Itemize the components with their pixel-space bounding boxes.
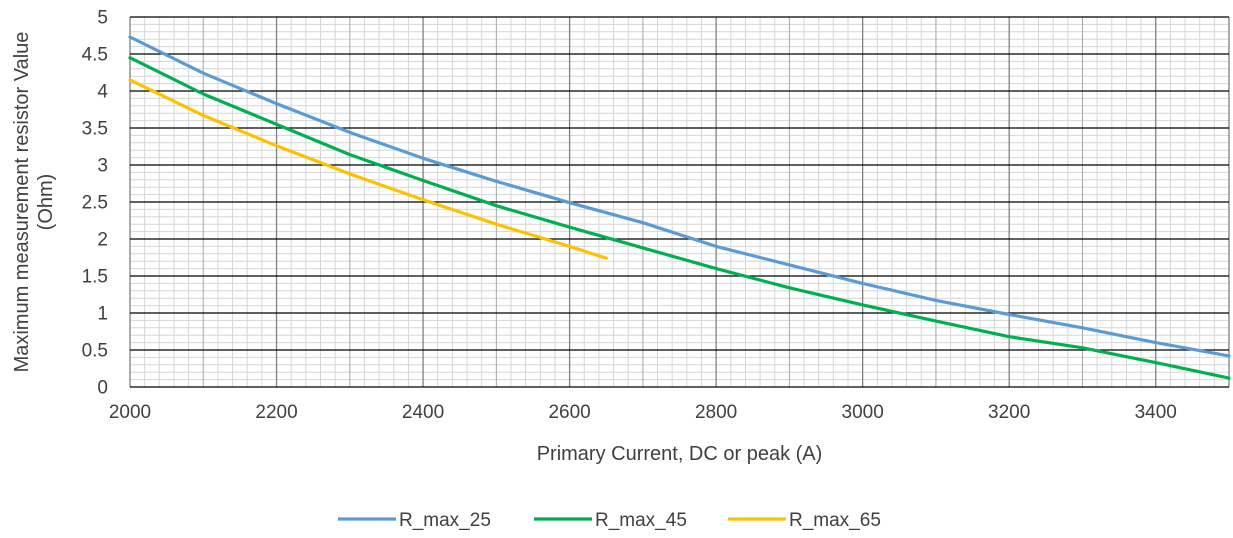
y-tick-label: 1.5 — [82, 267, 108, 288]
y-axis-tick-labels: 0 0.5 1 1.5 2 2.5 3 3.5 4 4.5 5 — [82, 8, 109, 399]
y-axis-title-line-1: Maximum measurement resistor Value — [11, 32, 33, 373]
y-tick-label: 4 — [97, 82, 108, 103]
x-tick-label: 2800 — [695, 402, 737, 423]
x-tick-label: 3400 — [1135, 402, 1177, 423]
x-tick-label: 2000 — [109, 402, 151, 423]
legend-item: R_max_25 — [338, 510, 491, 531]
x-tick-label: 2600 — [548, 402, 590, 423]
legend-item: R_max_45 — [534, 510, 687, 531]
legend-label: R_max_25 — [399, 510, 491, 531]
y-tick-label: 3.5 — [82, 119, 108, 140]
y-tick-label: 0.5 — [82, 341, 108, 362]
legend-label: R_max_45 — [595, 510, 687, 531]
x-tick-label: 3000 — [842, 402, 884, 423]
x-tick-label: 2200 — [255, 402, 297, 423]
legend-label: R_max_65 — [789, 510, 881, 531]
y-tick-label: 2 — [97, 230, 108, 251]
legend-item: R_max_65 — [728, 510, 881, 531]
x-tick-label: 2400 — [402, 402, 444, 423]
y-tick-label: 5 — [97, 8, 108, 29]
y-tick-label: 4.5 — [82, 45, 108, 66]
y-tick-label: 2.5 — [82, 193, 108, 214]
y-tick-label: 0 — [97, 378, 108, 399]
x-axis-title: Primary Current, DC or peak (A) — [537, 443, 823, 465]
y-axis-title-line-2: (Ohm) — [35, 174, 57, 231]
legend: R_max_25 R_max_45 R_max_65 — [338, 510, 881, 531]
x-tick-label: 3200 — [988, 402, 1030, 423]
y-tick-label: 1 — [97, 304, 108, 325]
y-tick-label: 3 — [97, 156, 108, 177]
x-axis-tick-labels: 2000 2200 2400 2600 2800 3000 3200 3400 — [109, 402, 1177, 423]
